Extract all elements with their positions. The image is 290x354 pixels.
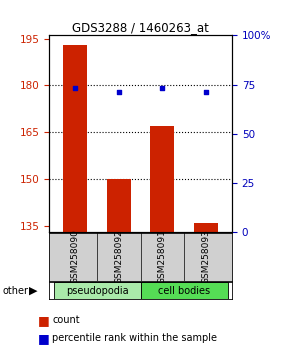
Text: other: other <box>3 286 29 296</box>
Bar <box>54 282 141 299</box>
Bar <box>194 223 218 232</box>
Text: GSM258092: GSM258092 <box>114 230 124 284</box>
Bar <box>151 126 174 232</box>
Text: ■: ■ <box>38 314 50 327</box>
Text: cell bodies: cell bodies <box>158 286 210 296</box>
Bar <box>107 179 131 232</box>
Point <box>117 89 121 95</box>
Text: GSM258090: GSM258090 <box>71 229 80 285</box>
Text: percentile rank within the sample: percentile rank within the sample <box>52 333 217 343</box>
Bar <box>141 282 228 299</box>
Text: ▶: ▶ <box>29 286 38 296</box>
Point <box>160 86 165 91</box>
Title: GDS3288 / 1460263_at: GDS3288 / 1460263_at <box>72 21 209 34</box>
Bar <box>64 45 87 232</box>
Text: count: count <box>52 315 80 325</box>
Text: pseudopodia: pseudopodia <box>66 286 128 296</box>
Text: ■: ■ <box>38 332 50 344</box>
Text: GSM258093: GSM258093 <box>201 229 211 285</box>
Point <box>73 86 78 91</box>
Text: GSM258091: GSM258091 <box>158 229 167 285</box>
Point <box>204 89 208 95</box>
